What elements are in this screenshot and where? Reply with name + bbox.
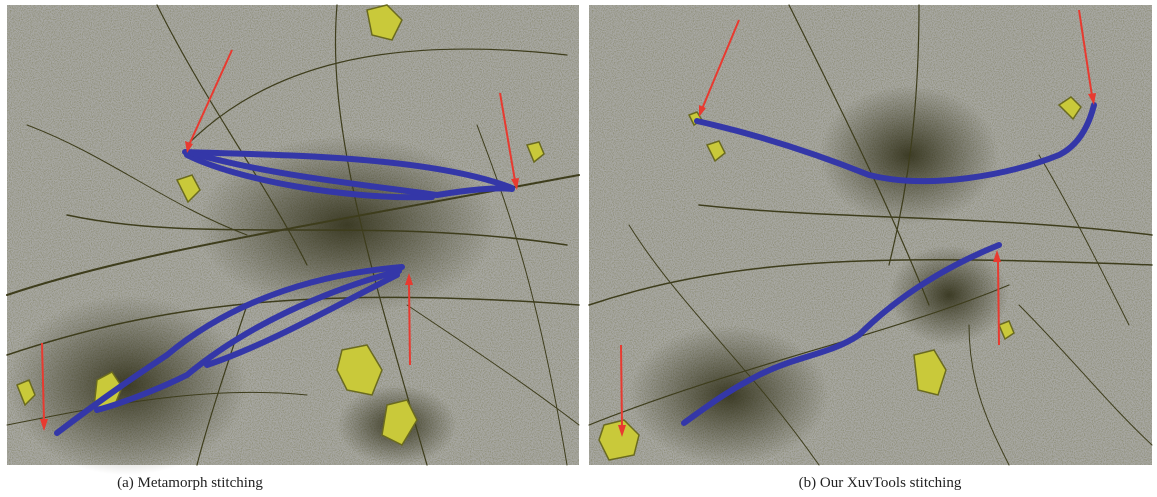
caption: (b) Our XuvTools stitching: [799, 475, 962, 491]
page: (a) Metamorph stitching (b) Our XuvTools…: [0, 0, 1157, 497]
panel-b: [589, 5, 1152, 465]
figure: (a) Metamorph stitching (b) Our XuvTools…: [0, 0, 1157, 497]
panel-a: [7, 5, 579, 475]
cell-body: [819, 85, 999, 225]
caption: (a) Metamorph stitching: [117, 475, 263, 491]
